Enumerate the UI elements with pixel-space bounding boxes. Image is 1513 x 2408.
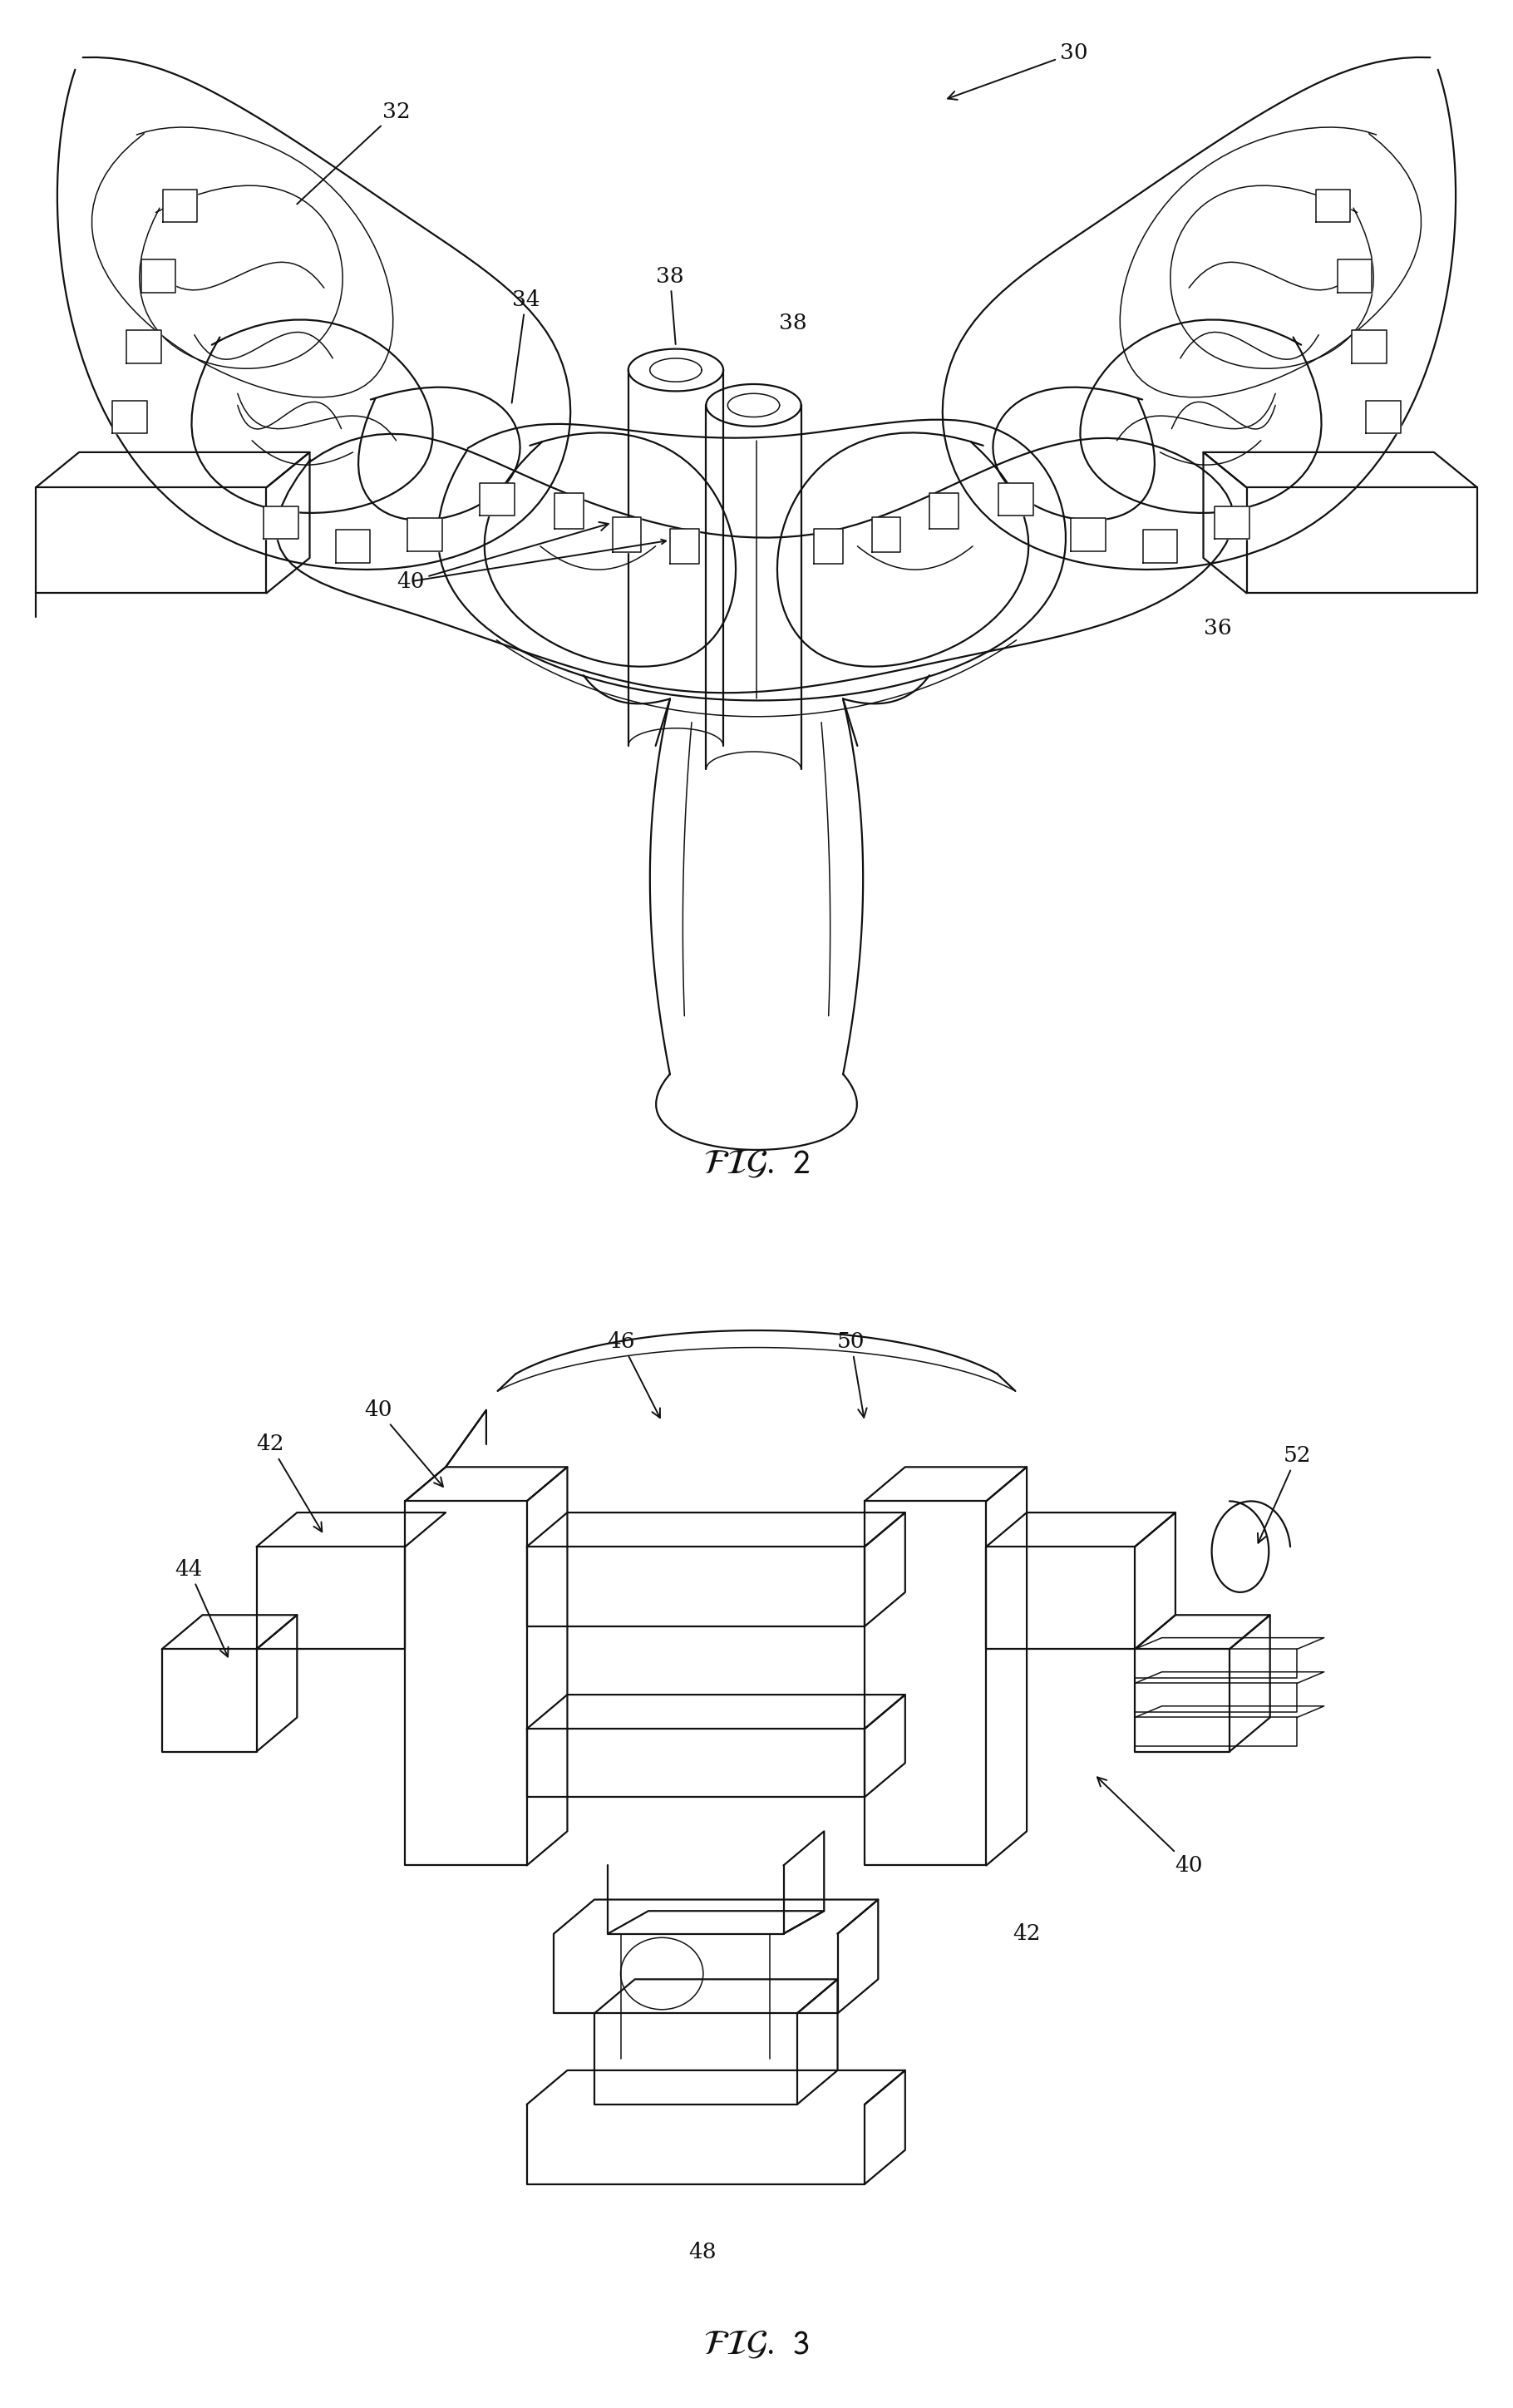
Polygon shape: [1215, 506, 1250, 539]
Text: 42: 42: [1012, 1924, 1041, 1943]
Polygon shape: [480, 482, 514, 515]
Text: 40: 40: [1097, 1777, 1203, 1876]
Polygon shape: [127, 330, 162, 364]
Polygon shape: [1071, 518, 1106, 551]
Text: 48: 48: [688, 2242, 716, 2264]
Text: 32: 32: [297, 101, 410, 205]
Text: 46: 46: [607, 1332, 660, 1418]
Polygon shape: [336, 530, 371, 563]
Polygon shape: [1316, 190, 1351, 222]
Polygon shape: [1366, 400, 1401, 433]
Polygon shape: [670, 530, 699, 563]
Polygon shape: [112, 400, 147, 433]
Text: 42: 42: [256, 1433, 322, 1531]
Text: 38: 38: [657, 265, 684, 344]
Text: 30: 30: [947, 43, 1088, 99]
Polygon shape: [263, 506, 298, 539]
Polygon shape: [1337, 260, 1372, 291]
Polygon shape: [929, 494, 958, 530]
Polygon shape: [162, 190, 197, 222]
Text: 34: 34: [511, 289, 540, 402]
Polygon shape: [555, 494, 584, 530]
Text: 36: 36: [1204, 619, 1232, 638]
Polygon shape: [407, 518, 442, 551]
Text: $\mathcal{FIG.\ 2}$: $\mathcal{FIG.\ 2}$: [704, 1146, 809, 1180]
Polygon shape: [1351, 330, 1386, 364]
Text: 44: 44: [176, 1558, 228, 1657]
Polygon shape: [871, 518, 900, 551]
Text: 40: 40: [396, 523, 608, 592]
Text: $\mathcal{FIG.\ 3}$: $\mathcal{FIG.\ 3}$: [704, 2326, 809, 2360]
Polygon shape: [141, 260, 176, 291]
Polygon shape: [1142, 530, 1177, 563]
Text: 38: 38: [779, 313, 806, 332]
Text: 40: 40: [365, 1399, 443, 1486]
Polygon shape: [999, 482, 1033, 515]
Polygon shape: [814, 530, 843, 563]
Text: 50: 50: [837, 1332, 867, 1418]
Text: 52: 52: [1257, 1445, 1310, 1544]
Polygon shape: [613, 518, 642, 551]
